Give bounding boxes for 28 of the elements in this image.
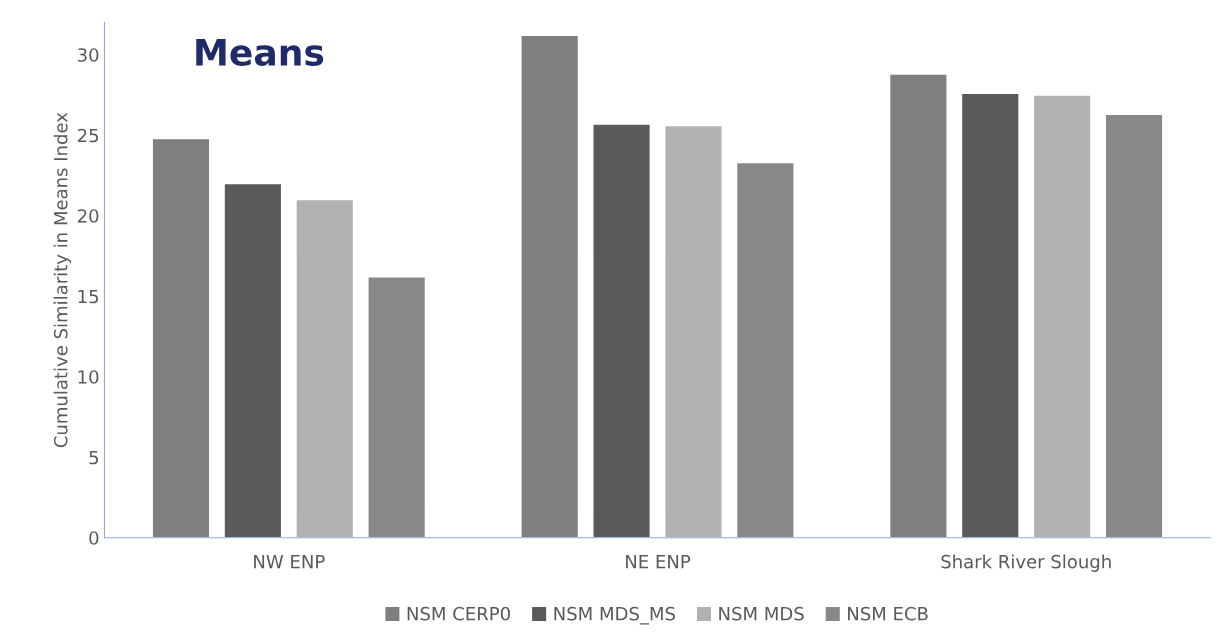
bar <box>664 124 723 538</box>
x-tick-label: NW ENP <box>254 554 325 569</box>
bar <box>223 182 283 538</box>
y-tick-label: 20 <box>77 209 99 223</box>
bar <box>1104 113 1164 538</box>
bar <box>1032 94 1092 538</box>
bar <box>960 92 1020 538</box>
bar <box>295 198 355 538</box>
y-tick-label: 15 <box>78 289 99 304</box>
y-tick-label: 30 <box>78 48 99 62</box>
y-axis-title: Cumulative Similarity in Means Index <box>53 112 72 448</box>
bar <box>888 73 948 538</box>
bar <box>151 137 211 538</box>
x-tick-label: NE ENP <box>626 554 691 569</box>
x-tick-label: Shark River Slough <box>941 554 1111 572</box>
chart-title: Means <box>196 39 324 66</box>
legend-label: NSM MDS <box>719 606 804 621</box>
y-tick-label: 10 <box>78 370 99 384</box>
bar <box>367 276 427 538</box>
legend-label: NSM MDS_MS <box>554 606 675 625</box>
y-tick-label: 5 <box>89 450 99 465</box>
legend-label: NSM ECB <box>848 606 928 621</box>
legend-label: NSM CERP0 <box>407 606 510 621</box>
bar <box>592 123 652 538</box>
bar <box>735 161 795 538</box>
y-tick-label: 0 <box>89 531 99 545</box>
bar <box>520 34 580 538</box>
y-tick-label: 25 <box>77 128 99 143</box>
